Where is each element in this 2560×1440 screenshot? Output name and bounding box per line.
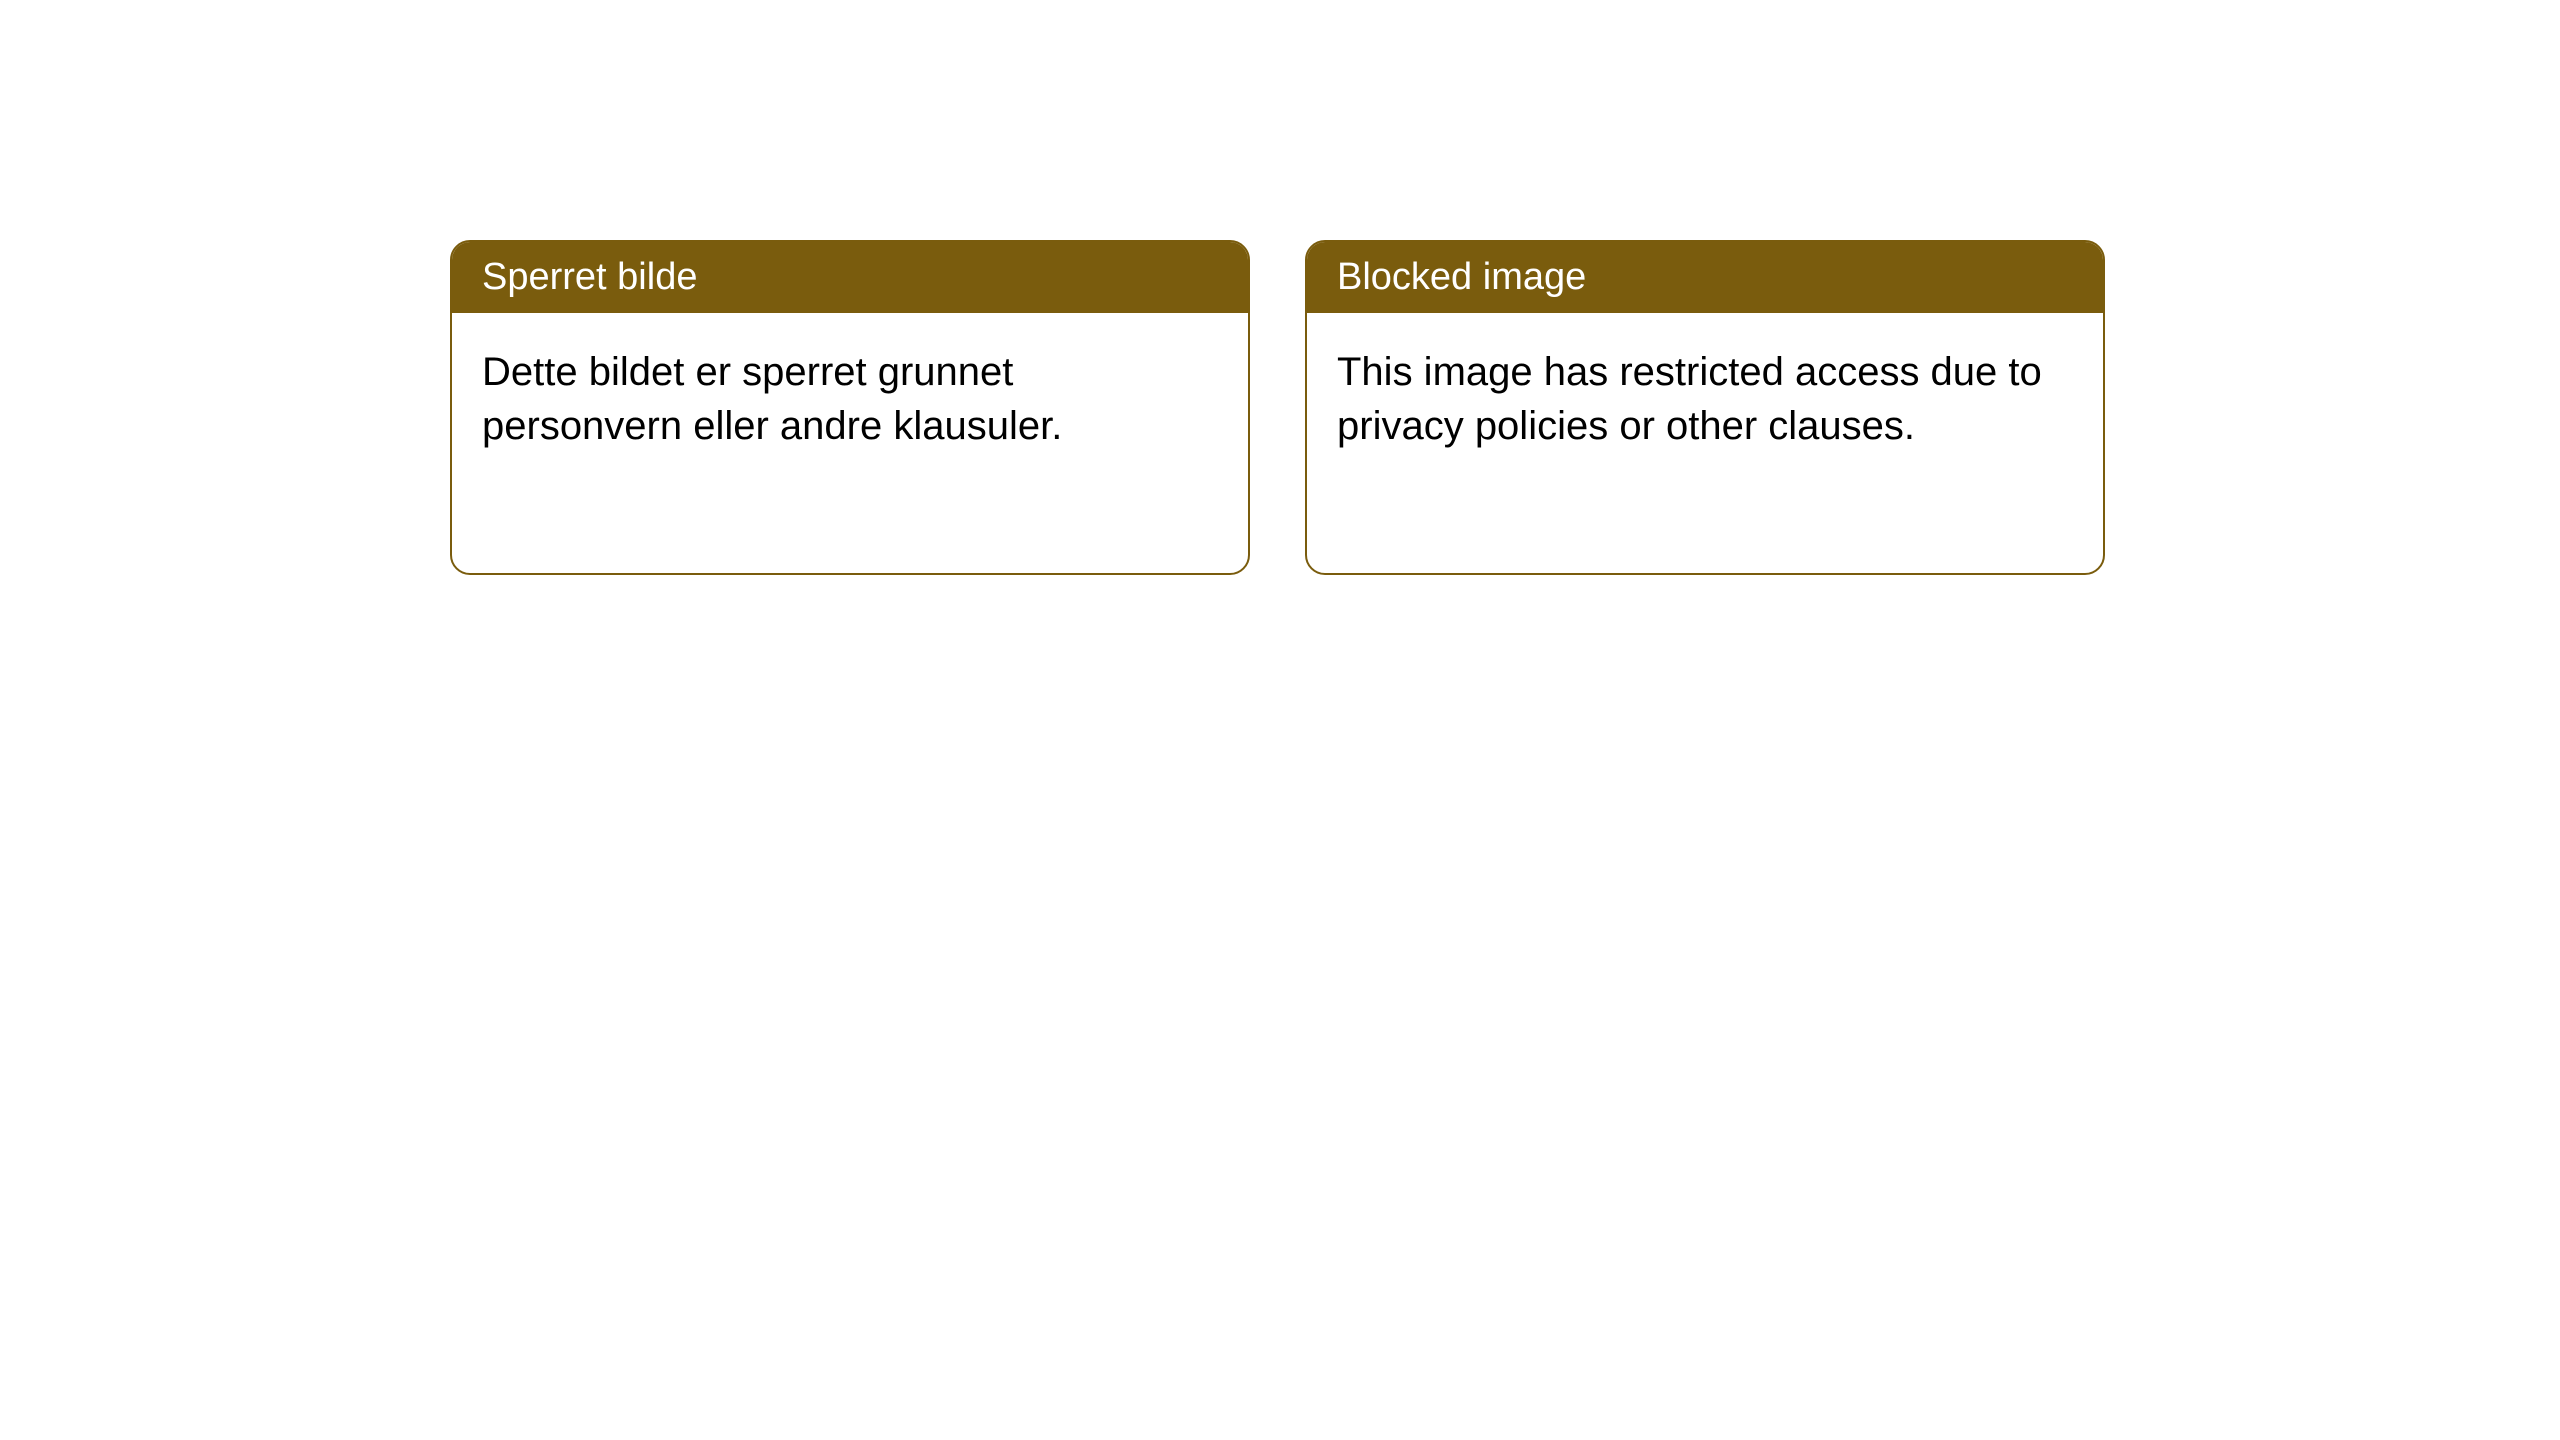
card-body-text: Dette bildet er sperret grunnet personve…	[482, 350, 1062, 448]
card-header: Sperret bilde	[452, 242, 1248, 313]
card-norwegian: Sperret bilde Dette bildet er sperret gr…	[450, 240, 1250, 575]
card-title: Blocked image	[1337, 256, 1586, 298]
card-body: This image has restricted access due to …	[1307, 313, 2103, 485]
card-body: Dette bildet er sperret grunnet personve…	[452, 313, 1248, 485]
card-title: Sperret bilde	[482, 256, 697, 298]
card-english: Blocked image This image has restricted …	[1305, 240, 2105, 575]
cards-container: Sperret bilde Dette bildet er sperret gr…	[450, 240, 2105, 575]
card-header: Blocked image	[1307, 242, 2103, 313]
card-body-text: This image has restricted access due to …	[1337, 350, 2042, 448]
